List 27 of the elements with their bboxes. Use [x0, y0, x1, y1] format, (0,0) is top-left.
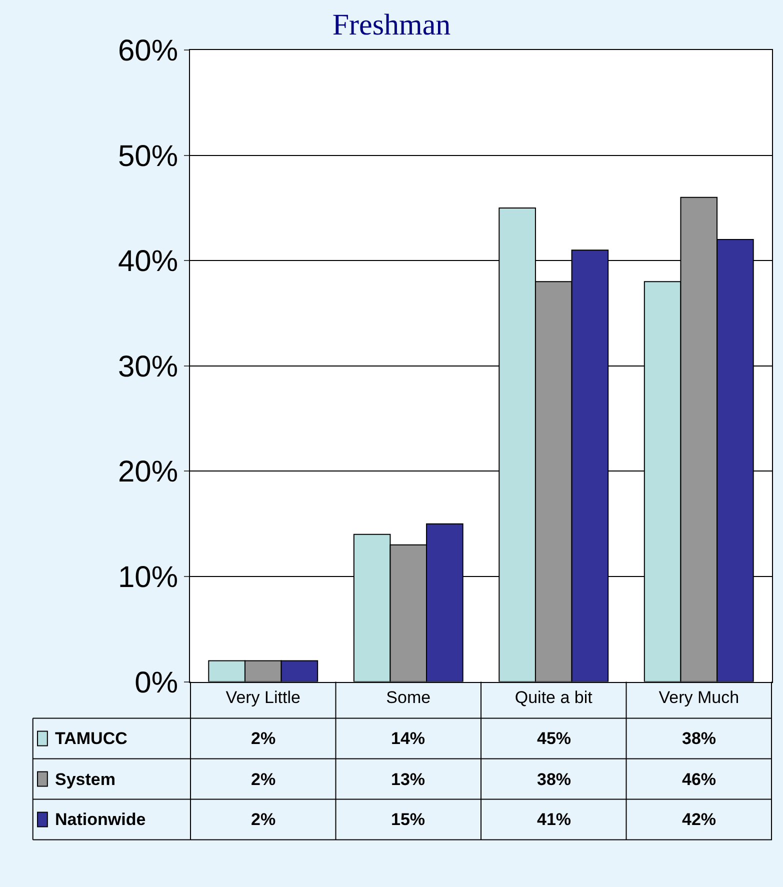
y-tick-label: 60%	[118, 34, 178, 68]
data-label: 46%	[682, 770, 716, 789]
data-label: 15%	[391, 810, 426, 829]
data-label: 13%	[391, 770, 426, 789]
legend-label: System	[55, 770, 116, 789]
data-label: 41%	[537, 810, 572, 829]
y-tick-label: 50%	[118, 140, 178, 173]
data-label: 45%	[537, 729, 572, 748]
y-tick-label: 40%	[118, 245, 178, 278]
data-label: 38%	[682, 729, 716, 748]
data-label: 42%	[682, 810, 716, 829]
y-tick-label: 20%	[118, 456, 178, 489]
x-tick-label: Very Little	[226, 688, 300, 708]
legend-label: Nationwide	[55, 810, 146, 829]
x-tick-label: Very Much	[658, 688, 740, 708]
x-tick-label: Quite a bit	[514, 688, 593, 708]
legend-label: TAMUCC	[55, 729, 128, 748]
data-label: 2%	[251, 729, 276, 748]
y-tick-label: 0%	[134, 666, 178, 700]
data-label: 14%	[391, 729, 426, 748]
x-tick-label: Some	[386, 688, 431, 708]
y-tick-label: 30%	[118, 350, 178, 384]
data-label: 2%	[251, 770, 276, 789]
data-label: 38%	[537, 770, 572, 789]
y-tick-label: 10%	[118, 561, 178, 594]
chart-title: Freshman	[332, 8, 451, 42]
data-label: 2%	[251, 810, 276, 829]
